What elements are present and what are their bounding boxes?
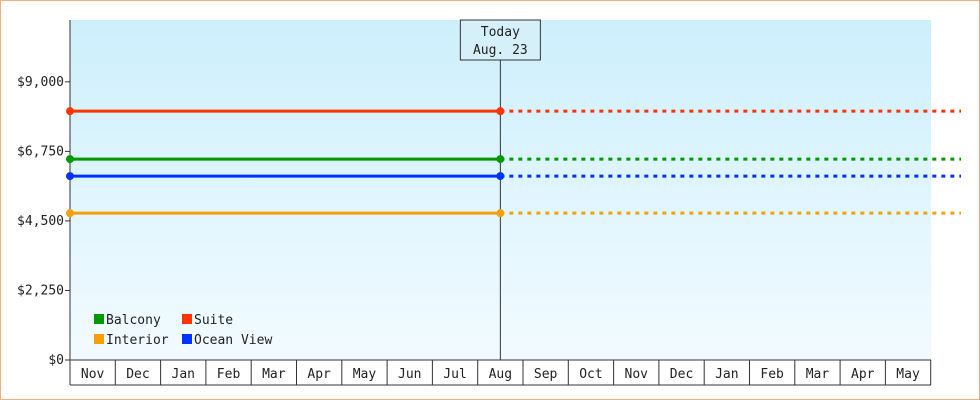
- x-tick-label: Feb: [760, 367, 784, 382]
- x-axis: Nov Dec Jan Feb Mar Apr May Jun Jul Aug Sep Oct Nov D…: [69, 359, 932, 386]
- today-callout: [459, 19, 541, 61]
- x-tick-label: Mar: [262, 367, 286, 382]
- x-tick-label: Nov: [81, 367, 105, 382]
- y-tick-label: $0: [48, 353, 64, 368]
- y-tick-label: $2,250: [17, 283, 64, 298]
- series-point-today: [496, 107, 505, 116]
- x-tick-label: Dec: [126, 367, 149, 382]
- x-tick-label: Mar: [806, 367, 830, 382]
- x-tick-label: Jan: [715, 367, 738, 382]
- y-axis: $0 $2,250 $4,500 $6,750 $9,000: [17, 20, 71, 368]
- x-tick-label: Jun: [398, 367, 421, 382]
- series-point-today: [496, 155, 505, 164]
- legend-label: Balcony: [106, 313, 161, 328]
- x-tick-label: Jul: [443, 367, 466, 382]
- series-point-start: [66, 209, 74, 218]
- legend-label: Ocean View: [194, 333, 272, 348]
- series-point-today: [496, 209, 505, 218]
- x-tick-label: Jan: [172, 367, 195, 382]
- legend: Balcony Suite Interior Ocean View: [94, 313, 272, 348]
- y-tick-label: $6,750: [17, 144, 64, 159]
- today-date: Aug. 23: [473, 43, 528, 58]
- legend-label: Suite: [194, 313, 233, 328]
- legend-swatch: [182, 314, 192, 324]
- series-point-start: [66, 107, 74, 116]
- x-tick-label: Nov: [625, 367, 649, 382]
- y-tick-label: $4,500: [17, 214, 64, 229]
- y-tick-label: $9,000: [17, 75, 64, 90]
- series-point-start: [66, 172, 74, 181]
- series-point-start: [66, 155, 74, 164]
- legend-swatch: [182, 334, 192, 344]
- x-tick-label: May: [896, 367, 920, 382]
- series-point-today: [496, 172, 505, 181]
- x-tick-label: Aug: [489, 367, 512, 382]
- x-tick-label: Oct: [579, 367, 602, 382]
- today-marker: Today Aug. 23: [459, 19, 541, 360]
- today-label: Today: [481, 25, 520, 40]
- series-layer: [66, 107, 961, 218]
- x-tick-label: Feb: [217, 367, 241, 382]
- legend-swatch: [94, 334, 104, 344]
- legend-label: Interior: [106, 333, 169, 348]
- legend-swatch: [94, 314, 104, 324]
- x-tick-label: Dec: [670, 367, 693, 382]
- x-tick-label: Apr: [851, 367, 875, 382]
- x-tick-label: Sep: [534, 367, 558, 382]
- x-tick-label: May: [353, 367, 377, 382]
- x-tick-label: Apr: [307, 367, 331, 382]
